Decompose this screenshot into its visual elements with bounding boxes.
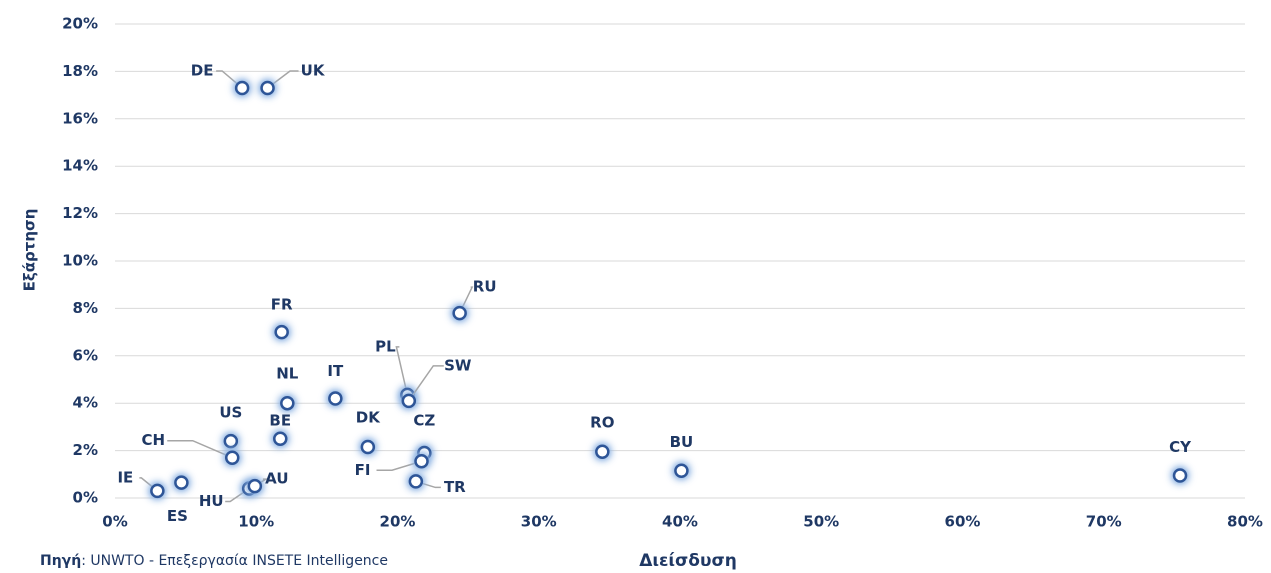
y-tick-label: 16% <box>62 109 98 127</box>
point <box>223 433 239 449</box>
point <box>1172 468 1188 483</box>
point <box>408 474 424 489</box>
y-tick-label: 4% <box>73 394 98 412</box>
point <box>595 444 610 460</box>
point <box>401 393 417 409</box>
point-label: CY <box>1169 438 1192 456</box>
point <box>360 439 376 455</box>
point <box>224 450 240 465</box>
y-tick-label: 14% <box>62 157 98 175</box>
x-tick-label: 0% <box>102 513 127 531</box>
point-label: DE <box>191 61 214 79</box>
leader-line <box>267 70 299 89</box>
x-tick-label: 40% <box>662 513 698 531</box>
leader-line <box>395 346 409 396</box>
point-label: RU <box>473 278 497 296</box>
point-label: FI <box>355 461 371 479</box>
point <box>273 431 288 446</box>
point-label: FR <box>271 296 293 314</box>
leader-line <box>225 487 250 503</box>
y-tick-label: 2% <box>73 441 98 459</box>
x-tick-label: 80% <box>1227 513 1263 531</box>
point <box>260 80 275 96</box>
y-tick-label: 8% <box>73 299 98 317</box>
x-tick-label: 60% <box>945 513 981 531</box>
point-label: PL <box>375 337 396 355</box>
x-axis-title: Διείσδυση <box>639 551 737 571</box>
point <box>674 463 689 478</box>
point-label: BE <box>269 411 291 429</box>
point-label: CZ <box>413 411 435 429</box>
point <box>414 454 429 469</box>
point-label: BU <box>670 433 694 451</box>
point-label: IT <box>327 362 344 380</box>
y-tick-label: 10% <box>62 252 98 270</box>
point <box>247 478 263 494</box>
leader-line <box>408 365 444 402</box>
leader-line <box>458 286 474 314</box>
x-tick-label: 20% <box>380 513 416 531</box>
y-tick-label: 12% <box>62 204 98 222</box>
point <box>328 391 343 406</box>
source: Πηγή: UNWTO - Επεξεργασία INSETE Intelli… <box>40 553 388 569</box>
point-label: CH <box>141 431 165 449</box>
point-label: DK <box>356 409 381 427</box>
x-tick-label: 10% <box>238 513 274 531</box>
point-label: RO <box>590 413 614 431</box>
y-tick-label: 20% <box>62 15 98 33</box>
point <box>452 305 467 321</box>
y-tick-label: 18% <box>62 62 98 80</box>
point-label: US <box>219 404 242 422</box>
point-label: TR <box>444 478 466 496</box>
point <box>174 475 189 490</box>
point-label: HU <box>199 492 224 510</box>
point <box>234 80 250 96</box>
point-label: UK <box>301 61 326 79</box>
point <box>150 483 165 499</box>
source-text: : UNWTO - Επεξεργασία INSETE Intelligenc… <box>81 553 388 569</box>
leader-line <box>167 439 233 459</box>
point <box>274 324 289 340</box>
x-tick-label: 70% <box>1086 513 1122 531</box>
y-axis-title: Εξάρτηση <box>21 209 39 292</box>
leader-line <box>376 460 422 472</box>
source-label: Πηγή <box>40 553 81 569</box>
y-tick-label: 0% <box>73 489 98 507</box>
x-tick-label: 50% <box>803 513 839 531</box>
point-label: NL <box>276 365 299 383</box>
point-label: IE <box>117 468 133 486</box>
point-label: AU <box>265 470 288 488</box>
point-label: ES <box>167 507 188 525</box>
y-tick-label: 6% <box>73 346 98 364</box>
point <box>280 395 295 411</box>
point-label: SW <box>444 356 472 374</box>
x-tick-label: 30% <box>521 513 557 531</box>
leader-line <box>216 70 243 89</box>
